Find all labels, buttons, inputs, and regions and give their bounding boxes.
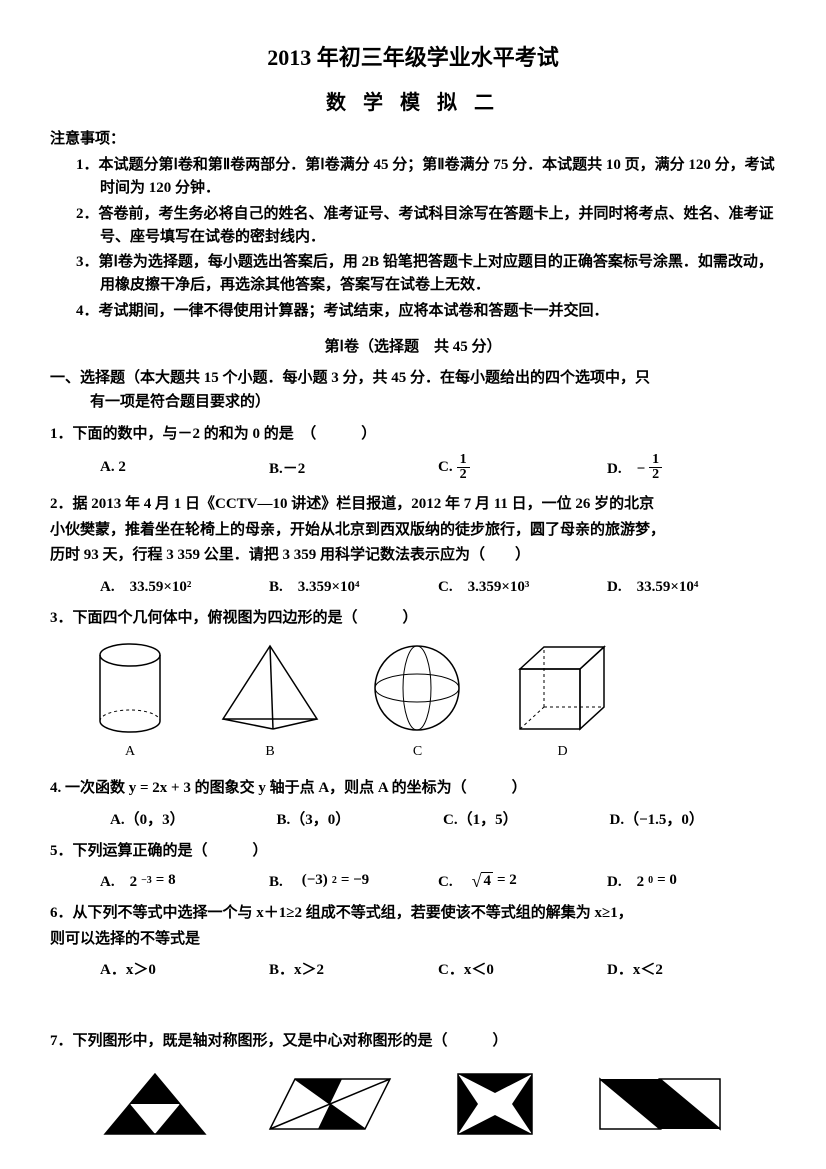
q1-opt-a: A. 2 [100, 459, 269, 476]
q5b-base: (−3) [302, 872, 328, 889]
exam-page: 2013 年初三年级学业水平考试 数 学 模 拟 二 注意事项： 1．本试题分第… [0, 0, 826, 1159]
square-cross-icon [450, 1069, 540, 1139]
q6-line1: 6．从下列不等式中选择一个与 x＋1≥2 组成不等式组，若要使该不等式组的解集为… [50, 905, 633, 921]
q5b-exp: 2 [332, 875, 337, 886]
q5c-label: C. [438, 870, 468, 891]
q6-opt-d: D．x＜2 [607, 958, 776, 979]
sqrt-icon: √4 [472, 872, 493, 890]
q3-label-d: D [557, 744, 567, 760]
q5-opt-d: D. 2 0 = 0 [607, 870, 776, 891]
q2-opt-b: B. 3.359×10⁴ [269, 575, 438, 596]
q5b-post: = −9 [341, 872, 369, 889]
notice-item-3: 3．第Ⅰ卷为选择题，每小题选出答案后，用 2B 铅笔把答题卡上对应题目的正确答案… [50, 251, 776, 298]
q1-options: A. 2 B.－2 C. 1 2 D. − 1 2 [50, 453, 776, 482]
q1-opt-b: B.－2 [269, 457, 438, 478]
q2-line1: 2．据 2013 年 4 月 1 日《CCTV—10 讲述》栏目报道，2012 … [50, 496, 654, 512]
fraction-icon: 1 2 [457, 453, 470, 482]
question-7: 7．下列图形中，既是轴对称图形，又是中心对称图形的是（ ） [50, 1029, 776, 1055]
fraction-icon: 1 2 [649, 453, 662, 482]
title-sub: 数 学 模 拟 二 [50, 86, 776, 115]
instr-line2: 有一项是符合题目要求的） [50, 390, 776, 414]
frac-den: 2 [649, 468, 662, 482]
q5-options: A. 2 −3 = 8 B. (−3) 2 = −9 C. √4 = 2 D. 2 0… [50, 870, 776, 891]
q3-fig-a: A [90, 641, 170, 760]
q5c-post: = 2 [497, 872, 517, 889]
question-3: 3．下面四个几何体中，俯视图为四边形的是（ ） [50, 606, 776, 632]
sphere-icon [370, 641, 465, 736]
q5b-pre: B. [269, 870, 298, 891]
q4-opt-c: C.（1，5） [443, 808, 610, 829]
q3-label-b: B [265, 744, 274, 760]
frac-num: 1 [649, 453, 662, 468]
q2-options: A. 33.59×10² B. 3.359×10⁴ C. 3.359×10³ D… [50, 575, 776, 596]
title-main: 2013 年初三年级学业水平考试 [50, 40, 776, 72]
section1-instructions: 一、选择题（本大题共 15 个小题．每小题 3 分，共 45 分．在每小题给出的… [50, 366, 776, 414]
q2-opt-d: D. 33.59×10⁴ [607, 575, 776, 596]
notice-item-2: 2．答卷前，考生务必将自己的姓名、准考证号、考试科目涂写在答题卡上，并同时将考点… [50, 203, 776, 250]
q3-label-c: C [413, 744, 422, 760]
q7-figures [50, 1069, 776, 1139]
q6-line2: 则可以选择的不等式是 [50, 931, 200, 947]
q1-d-label: D. − [607, 457, 645, 478]
q4-options: A.（0，3） B.（3，0） C.（1，5） D.（−1.5，0） [50, 808, 776, 829]
q3-figures: A B C [50, 641, 776, 760]
cube-icon [510, 641, 615, 736]
q5a-exp: −3 [141, 875, 152, 886]
notice-item-4: 4．考试期间，一律不得使用计算器；考试结束，应将本试卷和答题卡一并交回． [50, 300, 776, 323]
q2-line3: 历时 93 天，行程 3 359 公里．请把 3 359 用科学记数法表示应为（… [50, 547, 530, 563]
q3-fig-c: C [370, 641, 465, 760]
q1-opt-c: C. 1 2 [438, 453, 607, 482]
cylinder-icon [90, 641, 170, 736]
triangle-pattern-icon [100, 1069, 210, 1139]
q3-fig-b: B [215, 641, 325, 760]
frac-den: 2 [457, 468, 470, 482]
q4-opt-a: A.（0，3） [110, 808, 277, 829]
q2-opt-c: C. 3.359×10³ [438, 575, 607, 596]
q6-opt-c: C．x＜0 [438, 958, 607, 979]
section1-label: 第Ⅰ卷（选择题 共 45 分） [50, 335, 776, 356]
q5a-post: = 8 [156, 872, 176, 889]
question-6: 6．从下列不等式中选择一个与 x＋1≥2 组成不等式组，若要使该不等式组的解集为… [50, 901, 776, 952]
q5a-pre: A. 2 [100, 870, 137, 891]
q5d-post: = 0 [657, 872, 677, 889]
q6-opt-b: B．x＞2 [269, 958, 438, 979]
q5c-rad: 4 [481, 872, 493, 890]
q1-opt-d: D. − 1 2 [607, 453, 776, 482]
q5-opt-c: C. √4 = 2 [438, 870, 607, 891]
q4-text: 4. 一次函数 y = 2x + 3 的图象交 y 轴于点 A，则点 A 的坐标… [50, 780, 527, 796]
q2-opt-a: A. 33.59×10² [100, 575, 269, 596]
q6-opt-a: A．x＞0 [100, 958, 269, 979]
question-2: 2．据 2013 年 4 月 1 日《CCTV—10 讲述》栏目报道，2012 … [50, 492, 776, 569]
q3-label-a: A [125, 744, 135, 760]
q4-opt-b: B.（3，0） [277, 808, 444, 829]
q2-line2: 小伙樊蒙，推着坐在轮椅上的母亲，开始从北京到西双版纳的徒步旅行，圆了母亲的旅游梦… [50, 522, 665, 538]
q6-options: A．x＞0 B．x＞2 C．x＜0 D．x＜2 [50, 958, 776, 979]
q1-c-label: C. [438, 459, 453, 476]
parallelogram-pattern-icon [265, 1069, 395, 1139]
question-5: 5．下列运算正确的是（ ） [50, 839, 776, 865]
q4-opt-d: D.（−1.5，0） [610, 808, 777, 829]
question-1: 1．下面的数中，与－2 的和为 0 的是 （ ） [50, 422, 776, 448]
q5-opt-a: A. 2 −3 = 8 [100, 870, 269, 891]
q5d-exp: 0 [648, 875, 653, 886]
bowtie-pattern-icon [595, 1069, 725, 1139]
notice-item-1: 1．本试题分第Ⅰ卷和第Ⅱ卷两部分．第Ⅰ卷满分 45 分；第Ⅱ卷满分 75 分．本… [50, 154, 776, 201]
notice-header: 注意事项： [50, 127, 776, 148]
frac-num: 1 [457, 453, 470, 468]
pyramid-icon [215, 641, 325, 736]
question-4: 4. 一次函数 y = 2x + 3 的图象交 y 轴于点 A，则点 A 的坐标… [50, 776, 776, 802]
q5d-pre: D. 2 [607, 870, 644, 891]
q5-opt-b: B. (−3) 2 = −9 [269, 870, 438, 891]
q3-fig-d: D [510, 641, 615, 760]
instr-line1: 一、选择题（本大题共 15 个小题．每小题 3 分，共 45 分．在每小题给出的… [50, 370, 650, 386]
